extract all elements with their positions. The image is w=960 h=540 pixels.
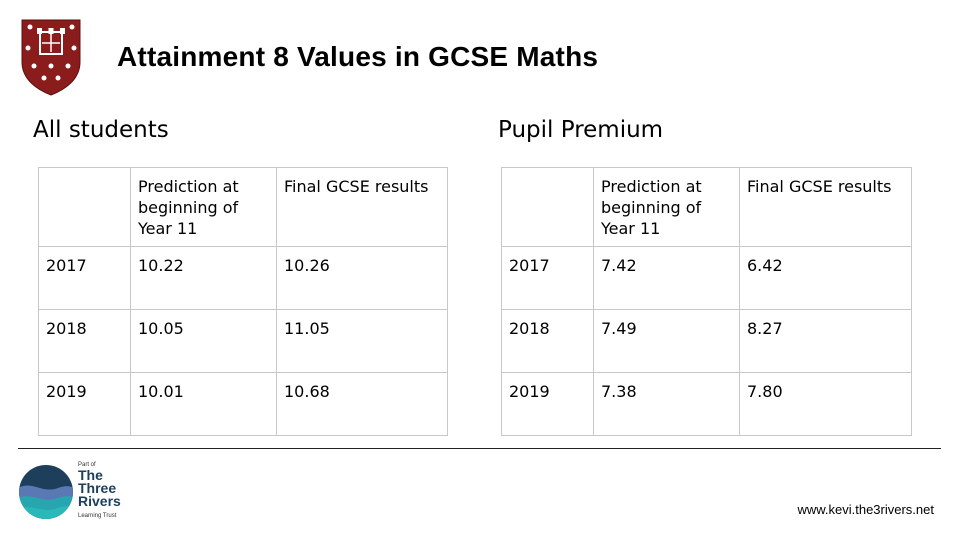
table-row: 2019 10.01 10.68	[38, 372, 448, 436]
final-cell: 6.42	[739, 246, 912, 310]
year-cell: 2019	[38, 372, 131, 436]
table-header-row: Prediction at beginning of Year 11 Final…	[501, 167, 912, 247]
pupil-premium-table: Prediction at beginning of Year 11 Final…	[501, 167, 912, 436]
table-row: 2018 10.05 11.05	[38, 309, 448, 373]
prediction-cell: 7.38	[593, 372, 740, 436]
final-cell: 10.68	[276, 372, 448, 436]
year-cell: 2017	[501, 246, 594, 310]
header-cell-prediction: Prediction at beginning of Year 11	[130, 167, 277, 247]
all-students-label: All students	[33, 117, 169, 143]
table-row: 2019 7.38 7.80	[501, 372, 912, 436]
logo-name-line: Rivers	[78, 493, 121, 509]
year-cell: 2018	[38, 309, 131, 373]
final-cell: 8.27	[739, 309, 912, 373]
prediction-cell: 7.42	[593, 246, 740, 310]
final-cell: 7.80	[739, 372, 912, 436]
logo-name-text: The Three Rivers	[78, 467, 121, 509]
year-cell: 2018	[501, 309, 594, 373]
table-row: 2017 10.22 10.26	[38, 246, 448, 310]
logo-subtitle-text: Learning Trust	[78, 513, 117, 519]
three-rivers-emblem-icon	[19, 465, 73, 519]
all-students-table: Prediction at beginning of Year 11 Final…	[38, 167, 448, 436]
header-cell-empty	[501, 167, 594, 247]
prediction-cell: 10.05	[130, 309, 277, 373]
footer-divider	[18, 448, 941, 449]
prediction-cell: 10.01	[130, 372, 277, 436]
table-header-row: Prediction at beginning of Year 11 Final…	[38, 167, 448, 247]
header-cell-final: Final GCSE results	[276, 167, 448, 247]
table-row: 2018 7.49 8.27	[501, 309, 912, 373]
header-cell-prediction: Prediction at beginning of Year 11	[593, 167, 740, 247]
prediction-cell: 7.49	[593, 309, 740, 373]
prediction-cell: 10.22	[130, 246, 277, 310]
page-title: Attainment 8 Values in GCSE Maths	[117, 41, 599, 72]
pupil-premium-label: Pupil Premium	[498, 117, 664, 143]
logo-name-line: The	[78, 467, 103, 483]
year-cell: 2017	[38, 246, 131, 310]
header-cell-empty	[38, 167, 131, 247]
logo-part-of-text: Part of	[78, 462, 96, 468]
year-cell: 2019	[501, 372, 594, 436]
table-row: 2017 7.42 6.42	[501, 246, 912, 310]
final-cell: 11.05	[276, 309, 448, 373]
final-cell: 10.26	[276, 246, 448, 310]
header-cell-final: Final GCSE results	[739, 167, 912, 247]
logo-name-line: Three	[78, 480, 117, 496]
school-crest-logo	[21, 19, 81, 96]
three-rivers-logo: Part of The Three Rivers Learning Trust	[18, 462, 130, 522]
footer-url: www.kevi.the3rivers.net	[797, 502, 934, 517]
